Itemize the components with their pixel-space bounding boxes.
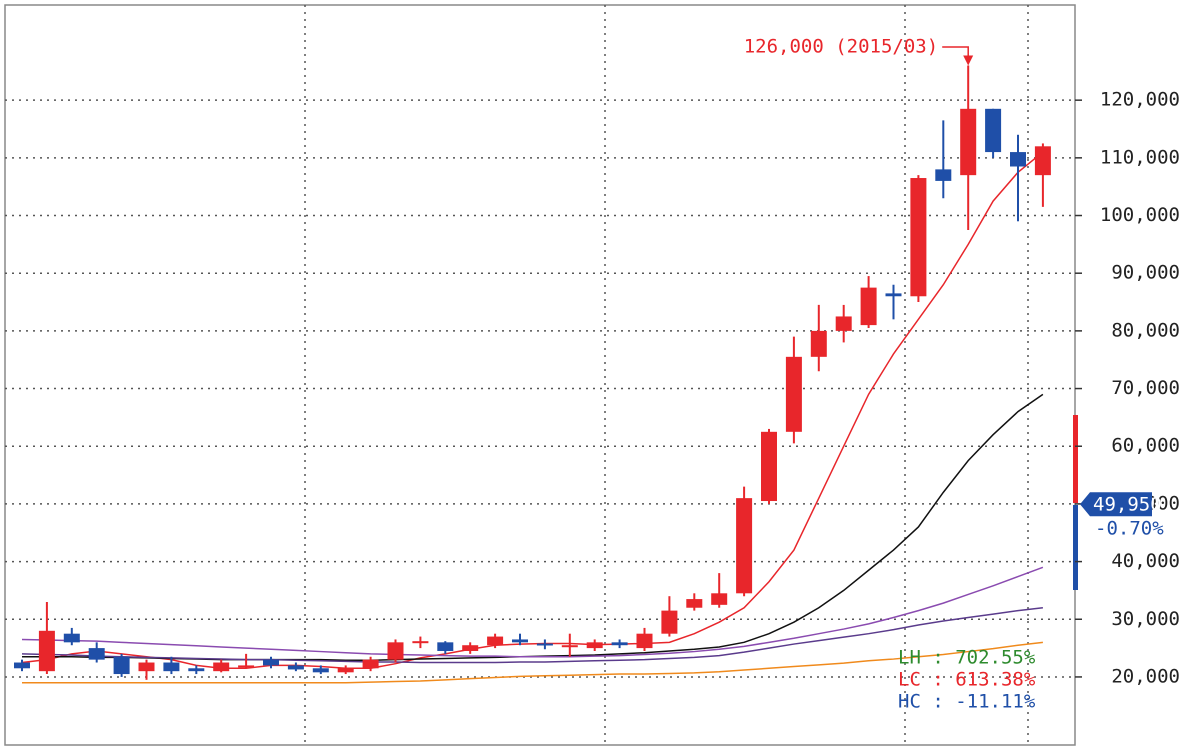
y-tick-label: 70,000	[1111, 377, 1180, 399]
candle-body	[487, 636, 504, 646]
y-tick-label: 120,000	[1100, 89, 1180, 111]
candle-body	[860, 287, 877, 326]
y-tick-label: 30,000	[1111, 608, 1180, 630]
candle-body	[337, 668, 354, 673]
y-tick-label: 90,000	[1111, 262, 1180, 284]
candle-body	[1034, 146, 1051, 176]
candle-body	[711, 593, 728, 605]
annotation-arrowhead	[963, 55, 974, 66]
candle-body	[761, 431, 777, 502]
candle-body	[263, 659, 279, 666]
candle-body	[536, 643, 553, 646]
candle-body	[561, 645, 578, 648]
candle-body	[960, 108, 977, 176]
moving-average-line	[21, 606, 1043, 664]
candle-body	[910, 178, 927, 297]
stat-label: LC : 613.38%	[898, 669, 1036, 691]
moving-average-line	[21, 566, 1044, 658]
candle-body	[611, 642, 628, 646]
y-tick-label: 80,000	[1111, 319, 1180, 341]
candle-body	[63, 633, 80, 643]
y-tick-label: 20,000	[1111, 665, 1180, 687]
candle-body	[985, 108, 1002, 153]
range-bar-up	[1073, 415, 1078, 503]
candle-body	[636, 633, 653, 649]
candle-body	[935, 169, 952, 181]
candle-body	[387, 642, 404, 660]
plot-frame	[4, 4, 1076, 746]
y-tick-label: 40,000	[1111, 550, 1180, 572]
stat-label: LH : 702.55%	[898, 647, 1036, 669]
candle-body	[188, 668, 205, 672]
candle-body	[312, 668, 329, 673]
candle-body	[238, 665, 255, 668]
candle-body	[163, 662, 180, 672]
range-bar-down	[1073, 505, 1078, 590]
candle-body	[661, 610, 678, 634]
price-tag-label: 49,950	[1093, 494, 1162, 516]
y-tick-label: 100,000	[1100, 204, 1180, 226]
candle-body	[586, 642, 603, 649]
candle-body	[138, 662, 155, 672]
candle-body	[512, 639, 528, 643]
candle-body	[14, 662, 30, 669]
candle-body	[810, 330, 827, 357]
candle-body	[213, 662, 230, 672]
candle-body	[686, 599, 703, 608]
price-tag	[1080, 492, 1152, 517]
y-tick-label: 110,000	[1100, 146, 1180, 168]
candle-body	[437, 642, 454, 651]
moving-average-line	[21, 151, 1044, 670]
candle-body	[113, 656, 130, 675]
candle-body	[885, 293, 902, 297]
change-label: -0.70%	[1095, 518, 1164, 540]
candle-body	[736, 498, 753, 594]
candle-body	[1010, 152, 1026, 167]
candle-body	[835, 316, 852, 331]
candle-body	[412, 641, 429, 644]
candle-body	[785, 356, 802, 432]
candle-body	[287, 665, 304, 670]
y-tick-label: 60,000	[1111, 435, 1180, 457]
stat-label: HC : -11.11%	[898, 691, 1036, 713]
candle-body	[88, 648, 105, 660]
candle-body	[362, 659, 379, 669]
candle-body	[462, 645, 479, 651]
annotation: 126,000 (2015/03)	[744, 36, 938, 58]
candle-body	[38, 630, 55, 672]
moving-average-line	[22, 641, 1043, 684]
